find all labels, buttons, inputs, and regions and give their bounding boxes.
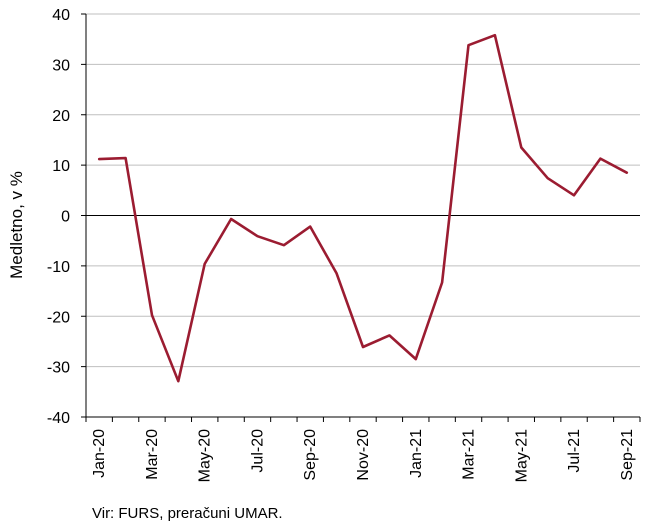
y-tick-label: -30 — [47, 360, 70, 377]
x-tick-label: Mar-21 — [461, 429, 478, 480]
y-tick-label: -20 — [47, 309, 70, 326]
x-tick-label: Jul-20 — [249, 429, 266, 473]
x-tick-label: Sep-20 — [302, 429, 319, 481]
x-tick-label: Sep-21 — [619, 429, 636, 481]
axis-layer — [81, 13, 641, 422]
x-tick-label: Jul-21 — [566, 429, 583, 473]
x-tick-label: May-21 — [513, 429, 530, 482]
y-tick-label: -40 — [47, 410, 70, 427]
y-tick-label: 10 — [52, 158, 70, 175]
source-note: Vir: FURS, preračuni UMAR. — [92, 505, 283, 522]
series-line — [97, 33, 629, 383]
y-tick-label: 30 — [52, 57, 70, 74]
x-tick-label: Mar-20 — [144, 429, 161, 480]
series-layer — [97, 33, 629, 383]
y-tick-label: 0 — [61, 209, 70, 226]
x-tick-label: May-20 — [197, 429, 214, 482]
grid-layer — [86, 13, 640, 368]
y-tick-label: 20 — [52, 108, 70, 125]
x-tick-label: Jan-20 — [91, 429, 108, 478]
x-tick-label: Nov-20 — [355, 429, 372, 481]
label-layer: 40 30 20 10 0 -10 -20 -30 -40 Jan-20 Mar-20 May-20 J… — [47, 7, 636, 482]
x-tick-label: Jan-21 — [408, 429, 425, 478]
y-axis-title: Medletno, v % — [7, 171, 26, 279]
y-tick-label: 40 — [52, 7, 70, 24]
y-tick-label: -10 — [47, 259, 70, 276]
